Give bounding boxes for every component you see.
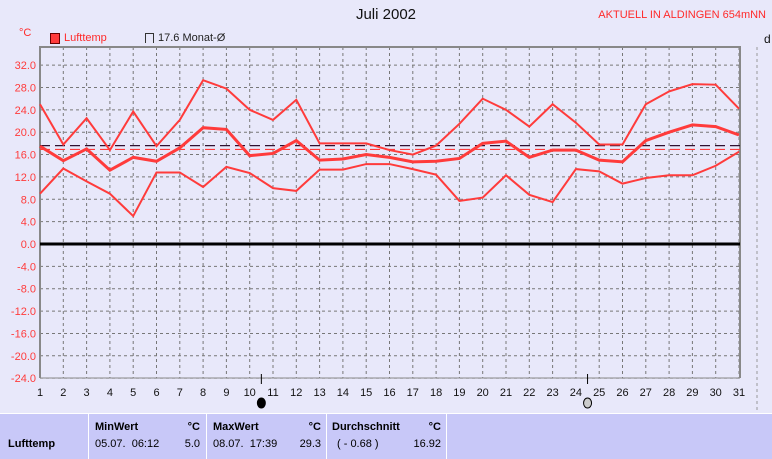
legend-swatch (50, 32, 60, 44)
avg-unit: °C (428, 421, 441, 433)
x-tick-label: 12 (290, 387, 302, 399)
x-tick-label: 11 (267, 387, 278, 399)
x-tick-label: 31 (733, 387, 745, 399)
plot-frame (39, 46, 741, 378)
y-tick-label: -16.0 (11, 328, 36, 340)
x-tick-label: 17 (407, 387, 419, 399)
legend-mean-label: 17.6 Monat-Ø (158, 32, 226, 44)
x-tick-label: 25 (593, 387, 605, 399)
y-tick-label: 20.0 (15, 127, 36, 139)
x-tick-label: 13 (313, 387, 325, 399)
y-tick-label: 32.0 (15, 60, 36, 72)
x-tick-label: 22 (523, 387, 535, 399)
stats-table: Lufttemp MinWert °C 05.07. 06:12 5.0 Max… (0, 413, 772, 459)
x-tick-label: 30 (710, 387, 722, 399)
avg-header: Durchschnitt (332, 421, 400, 433)
chart-title: Juli 2002 (355, 6, 417, 23)
x-tick-label: 9 (223, 387, 229, 399)
x-tick-label: 27 (640, 387, 652, 399)
new-moon-icon (256, 397, 266, 409)
legend-mean-swatch (145, 33, 154, 43)
min-time: 05.07. 06:12 (95, 438, 160, 450)
y-tick-label: 0.0 (21, 239, 36, 251)
min-value: 5.0 (184, 438, 200, 450)
max-unit: °C (308, 421, 321, 433)
y-tick-label: 24.0 (15, 105, 36, 117)
x-tick-label: 5 (130, 387, 136, 399)
x-tick-label: 16 (383, 387, 395, 399)
x-tick-label: 21 (500, 387, 512, 399)
y-tick-label: 12.0 (15, 172, 36, 184)
y-tick-label: 8.0 (21, 194, 36, 206)
avg-value: 16.92 (413, 438, 441, 450)
max-header: MaxWert (213, 421, 259, 433)
min-header: MinWert (95, 421, 139, 433)
x-tick-label: 20 (477, 387, 489, 399)
x-tick-label: 23 (546, 387, 558, 399)
y-tick-label: -24.0 (11, 373, 36, 385)
max-value: 29.3 (299, 438, 321, 450)
min-temp-line (39, 150, 740, 218)
temperature-chart: 32.0 28.0 24.0 20.0 16.0 12.0 8.0 4.0 0.0 -4.0 -8.… (11, 46, 758, 413)
x-tick-label: 14 (337, 387, 349, 399)
x-tick-label: 24 (570, 387, 582, 399)
x-tick-label: 29 (686, 387, 698, 399)
legend-series-label: Lufttemp (64, 32, 107, 44)
y-tick-label: -20.0 (11, 351, 36, 363)
max-temp-line (39, 78, 740, 156)
legend-series: Lufttemp (50, 32, 107, 44)
x-tick-label: 19 (453, 387, 465, 399)
y-tick-label: 16.0 (15, 150, 36, 162)
x-tick-label: 8 (200, 387, 206, 399)
row-label: Lufttemp (8, 438, 56, 450)
full-moon-icon (583, 397, 593, 409)
y-tick-label: 4.0 (21, 217, 36, 229)
y-tick-label: 28.0 (15, 82, 36, 94)
legend-mean: 17.6 Monat-Ø (145, 32, 225, 44)
right-axis-label: d (764, 32, 771, 46)
max-time: 08.07. 17:39 (213, 438, 278, 450)
x-tick-label: 28 (663, 387, 675, 399)
station-label: AKTUELL IN ALDINGEN 654mNN (598, 9, 766, 21)
x-tick-label: 1 (37, 387, 43, 399)
x-tick-label: 4 (107, 387, 113, 399)
x-tick-label: 7 (177, 387, 183, 399)
avg-temp-line (39, 123, 740, 173)
min-unit: °C (187, 421, 200, 433)
x-tick-label: 3 (84, 387, 90, 399)
avg-diff: ( - 0.68 ) (337, 438, 379, 450)
x-tick-label: 18 (430, 387, 442, 399)
x-tick-label: 15 (360, 387, 372, 399)
x-tick-label: 6 (153, 387, 159, 399)
x-tick-label: 26 (616, 387, 628, 399)
y-tick-label: -4.0 (17, 261, 36, 273)
y-tick-label: -12.0 (11, 306, 36, 318)
y-unit-label: °C (19, 27, 32, 39)
y-tick-label: -8.0 (17, 284, 36, 296)
x-tick-label: 10 (244, 387, 256, 399)
x-tick-label: 2 (60, 387, 66, 399)
